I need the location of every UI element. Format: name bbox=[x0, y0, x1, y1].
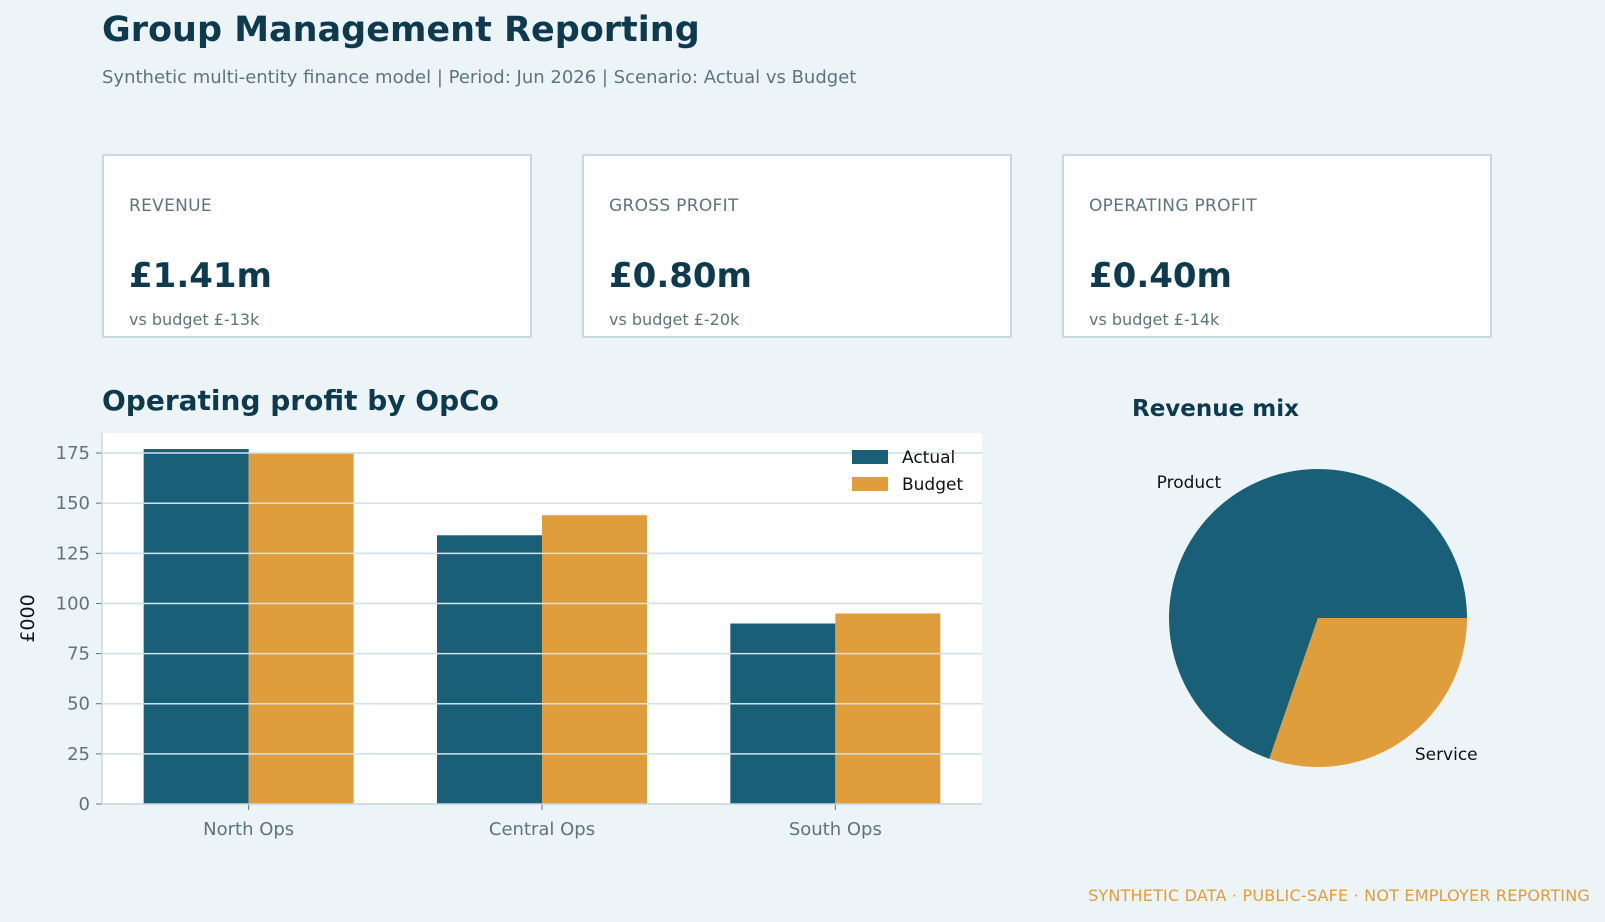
kpi-delta: vs budget £-20k bbox=[609, 310, 740, 329]
pie-label-service: Service bbox=[1415, 745, 1478, 765]
kpi-card-gross-profit: GROSS PROFIT £0.80m vs budget £-20k bbox=[582, 154, 1012, 338]
footer-disclaimer: SYNTHETIC DATA · PUBLIC-SAFE · NOT EMPLO… bbox=[1088, 886, 1590, 905]
y-tick-label: 125 bbox=[56, 543, 90, 564]
x-tick-label: Central Ops bbox=[489, 819, 595, 840]
legend-swatch-budget bbox=[852, 477, 888, 491]
kpi-delta: vs budget £-13k bbox=[129, 310, 260, 329]
kpi-value: £0.80m bbox=[609, 256, 752, 296]
y-tick-label: 50 bbox=[67, 694, 90, 715]
y-axis-label: £000 bbox=[17, 594, 39, 642]
y-tick-label: 75 bbox=[67, 644, 90, 665]
y-tick-label: 175 bbox=[56, 443, 90, 464]
x-tick-label: South Ops bbox=[789, 819, 882, 840]
page-subtitle: Synthetic multi-entity finance model | P… bbox=[102, 67, 857, 88]
kpi-label: GROSS PROFIT bbox=[609, 196, 739, 216]
legend-swatch-actual bbox=[852, 450, 888, 464]
revenue-mix-pie-chart: Product Service bbox=[1157, 469, 1478, 767]
x-tick-label: North Ops bbox=[203, 819, 294, 840]
operating-profit-bar-chart: 0 25 50 75 100 125 150 175 North Ops Central Ops S… bbox=[17, 433, 982, 840]
y-tick-label: 25 bbox=[67, 744, 90, 765]
kpi-delta: vs budget £-14k bbox=[1089, 310, 1220, 329]
y-tick-label: 0 bbox=[79, 794, 90, 815]
y-tick-label: 100 bbox=[56, 593, 90, 614]
kpi-label: OPERATING PROFIT bbox=[1089, 196, 1257, 216]
y-tick-label: 150 bbox=[56, 493, 90, 514]
page-title: Group Management Reporting bbox=[102, 10, 700, 50]
kpi-value: £1.41m bbox=[129, 256, 272, 296]
kpi-card-revenue: REVENUE £1.41m vs budget £-13k bbox=[102, 154, 532, 338]
legend-label-budget: Budget bbox=[902, 475, 963, 495]
legend-label-actual: Actual bbox=[902, 448, 955, 468]
bar-budget-south-ops bbox=[835, 613, 941, 804]
bar-budget-central-ops bbox=[542, 515, 647, 804]
bar-actual-south-ops bbox=[730, 623, 836, 804]
kpi-card-operating-profit: OPERATING PROFIT £0.40m vs budget £-14k bbox=[1062, 154, 1492, 338]
kpi-label: REVENUE bbox=[129, 196, 212, 216]
pie-slice-service bbox=[1269, 618, 1467, 767]
bar-actual-north-ops bbox=[143, 449, 249, 804]
pie-slice-product bbox=[1169, 469, 1467, 759]
pie-chart-title: Revenue mix bbox=[1132, 396, 1299, 422]
bar-budget-north-ops bbox=[248, 453, 354, 804]
pie-label-product: Product bbox=[1157, 473, 1222, 493]
bar-chart-title: Operating profit by OpCo bbox=[102, 384, 499, 417]
kpi-value: £0.40m bbox=[1089, 256, 1232, 296]
bar-actual-central-ops bbox=[437, 535, 542, 804]
